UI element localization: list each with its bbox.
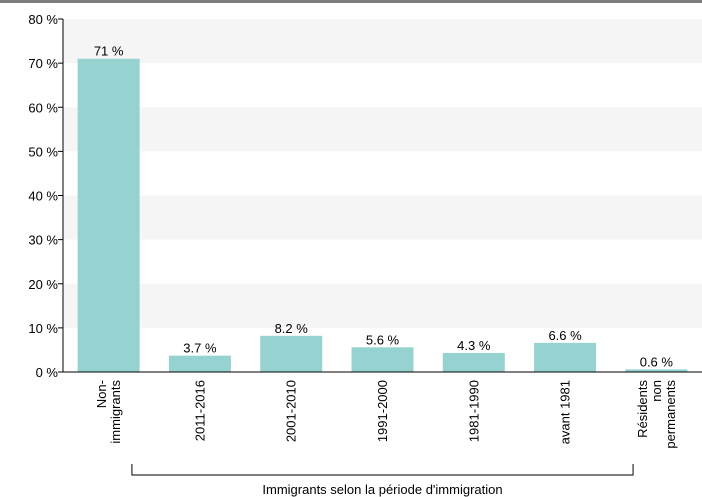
y-tick-label: 60 % xyxy=(28,100,58,115)
grid-band xyxy=(63,107,702,152)
data-label: 8.2 % xyxy=(275,321,309,336)
bar xyxy=(534,342,597,372)
x-tick-label-line: immigrants xyxy=(108,380,123,444)
x-tick-label: avant 1981 xyxy=(558,380,573,444)
data-labels: 71 % 3.7 % 8.2 % 5.6 % 4.3 % 6.6 % 0.6 % xyxy=(94,44,674,370)
x-tick-label: 2001-2010 xyxy=(284,380,299,442)
x-tick-label-line: Résidents xyxy=(635,380,650,438)
x-tick-label: 1991-2000 xyxy=(375,380,390,442)
y-tick-label: 40 % xyxy=(28,189,58,204)
x-tick-label-line: 1981-1990 xyxy=(466,380,481,442)
x-tick-label-line: 2011-2016 xyxy=(192,380,207,441)
y-tick-label: 50 % xyxy=(28,144,58,159)
group-label: Immigrants selon la période d'immigratio… xyxy=(262,482,502,497)
x-tick-label-line: non xyxy=(649,380,664,402)
data-label: 0.6 % xyxy=(640,354,674,369)
data-label: 71 % xyxy=(94,44,124,59)
bar xyxy=(168,355,231,372)
bar xyxy=(260,335,323,372)
data-label: 6.6 % xyxy=(548,328,582,343)
bracket-line xyxy=(131,464,634,476)
x-axis: Non-immigrants 2011-2016 2001-2010 1991-200… xyxy=(63,371,702,449)
group-bracket: Immigrants selon la période d'immigratio… xyxy=(131,464,634,497)
y-tick-label: 70 % xyxy=(28,56,58,71)
y-tick-label: 30 % xyxy=(28,233,58,248)
top-border xyxy=(0,0,702,3)
grid-band xyxy=(63,19,702,64)
data-label: 4.3 % xyxy=(457,338,491,353)
data-label: 5.6 % xyxy=(366,332,400,347)
bar xyxy=(625,369,688,372)
x-tick-label: 2011-2016 xyxy=(192,380,207,441)
grid-band xyxy=(63,283,702,328)
x-tick-label-line: Non- xyxy=(94,380,109,408)
bar xyxy=(442,353,505,372)
x-tick-label: Non-immigrants xyxy=(94,380,123,444)
x-tick-label-line: avant 1981 xyxy=(558,380,573,444)
y-tick-label: 20 % xyxy=(28,277,58,292)
x-tick-label: 1981-1990 xyxy=(466,380,481,442)
y-tick-label: 80 % xyxy=(28,12,58,27)
grid-bands xyxy=(63,19,702,328)
y-tick-label: 0 % xyxy=(36,365,59,380)
bars xyxy=(77,58,688,373)
grid-band xyxy=(63,195,702,240)
y-tick-label: 10 % xyxy=(28,321,58,336)
x-tick-label-line: permanents xyxy=(663,380,678,449)
x-tick-label-line: 2001-2010 xyxy=(284,380,299,442)
x-tick-label: Résidentsnonpermanents xyxy=(635,380,678,449)
bar xyxy=(77,58,140,373)
x-tick-label-line: 1991-2000 xyxy=(375,380,390,442)
y-axis: 0 % 10 % 20 % 30 % 40 % 50 % 60 % 70 % 80 % xyxy=(28,12,64,380)
data-label: 3.7 % xyxy=(183,341,217,356)
bar xyxy=(351,347,414,372)
